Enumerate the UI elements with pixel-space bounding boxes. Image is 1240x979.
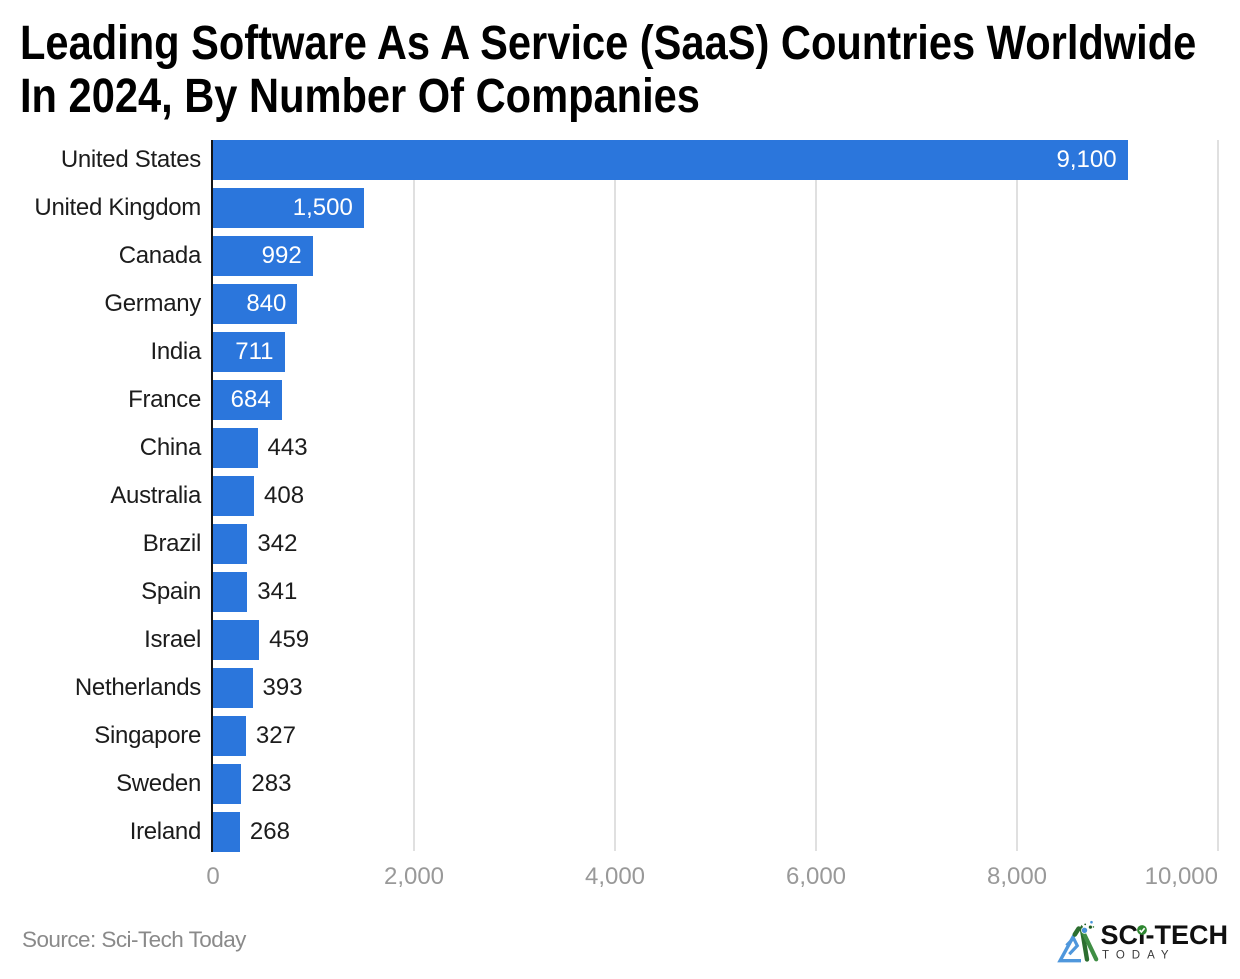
svg-text:SCı-TECH: SCı-TECH	[1101, 920, 1229, 950]
svg-text:TODAY: TODAY	[1102, 950, 1176, 962]
